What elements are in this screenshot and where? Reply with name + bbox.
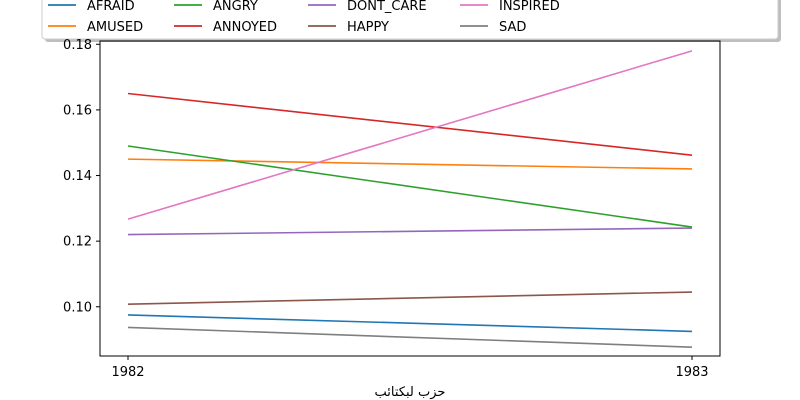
legend-label: ANGRY (213, 0, 258, 14)
x-tick-label: 1982 (111, 365, 144, 380)
series-line-afraid (127, 314, 693, 333)
axes-frame (99, 40, 721, 357)
legend-item-annoyed: ANNOYED (174, 20, 277, 35)
legend-label: HAPPY (347, 20, 389, 35)
series-line-angry (127, 145, 693, 228)
series-line-inspired (127, 50, 693, 220)
legend-item-sad: SAD (460, 20, 526, 35)
legend-box (41, 0, 779, 40)
legend-item-happy: HAPPY (308, 20, 389, 35)
series-line-amused (127, 158, 693, 170)
legend-label: AFRAID (87, 0, 135, 14)
y-tick-label: 0.14 (63, 169, 92, 184)
legend-item-afraid: AFRAID (48, 0, 135, 14)
legend-label: DONT_CARE (347, 0, 427, 14)
plot-area: 0.10 0.12 0.14 0.16 0.18 1982 1983 (63, 38, 721, 380)
legend-item-dont-care: DONT_CARE (308, 0, 427, 14)
y-tick-label: 0.10 (63, 300, 92, 315)
legend-item-amused: AMUSED (48, 20, 143, 35)
legend-label: AMUSED (87, 20, 143, 35)
series-line-dont-care (127, 227, 693, 236)
y-tick-label: 0.12 (63, 235, 92, 250)
series-line-sad (127, 326, 693, 348)
legend-label: ANNOYED (213, 20, 277, 35)
legend-label: INSPIRED (499, 0, 560, 14)
legend-label: SAD (499, 20, 526, 35)
y-tick-label: 0.18 (63, 38, 92, 53)
legend: AFRAID AMUSED ANGRY ANNOYED DONT_CARE HAPPY IN… (41, 0, 781, 42)
x-tick-label: 1983 (675, 365, 708, 380)
y-tick-label: 0.16 (63, 103, 92, 118)
series-line-annoyed (127, 92, 693, 156)
legend-item-angry: ANGRY (174, 0, 258, 14)
series-line-happy (127, 291, 693, 305)
legend-item-inspired: INSPIRED (460, 0, 560, 14)
x-axis-label: حزب لبكتائب (375, 385, 446, 400)
